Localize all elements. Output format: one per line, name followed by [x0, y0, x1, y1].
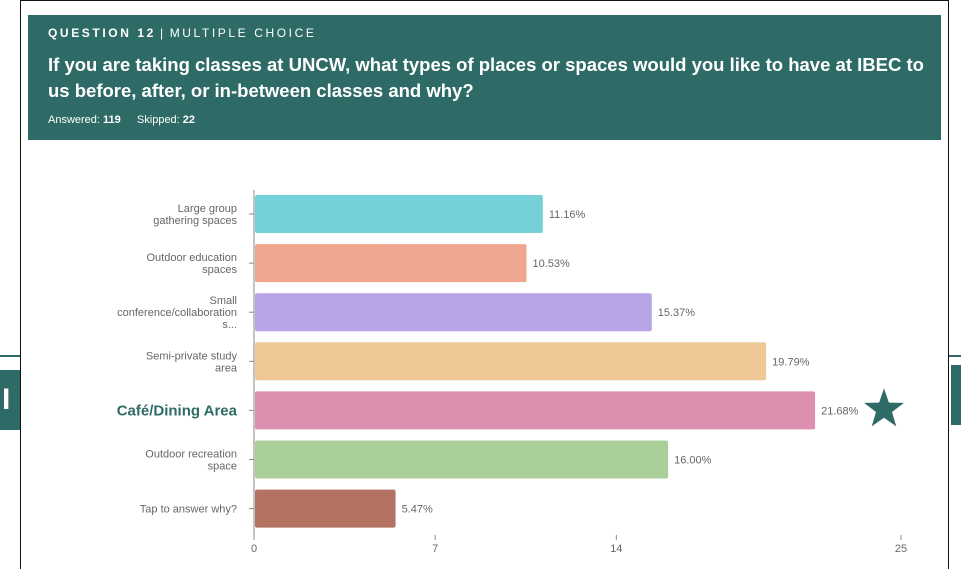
skipped-value: 22 [182, 114, 196, 126]
bar [255, 391, 816, 430]
category-label-line: conference/collaboration [117, 307, 237, 319]
category-label: Outdoor recreation space [145, 449, 237, 473]
bar [255, 195, 543, 233]
category-label-line: gathering spaces [153, 215, 237, 227]
question-number: QUESTION 12 [48, 26, 156, 40]
bar-value-label: 19.79% [772, 356, 810, 368]
category-label-line: Large group [178, 203, 237, 215]
bar [255, 440, 669, 479]
x-tick-label: 14 [610, 543, 622, 555]
x-tick-label: 7 [432, 543, 438, 555]
category-label-line: Outdoor education [146, 252, 237, 264]
x-tick-label: 25 [895, 543, 907, 555]
question-separator: | [159, 26, 166, 40]
category-label-line: Small [209, 295, 237, 307]
star-icon [864, 388, 904, 427]
question-text: If you are taking classes at UNCW, what … [48, 54, 924, 101]
question-header: QUESTION 12 | MULTIPLE CHOICE If you are t… [28, 15, 941, 140]
category-label-line: area [215, 362, 238, 374]
bar-value-label: 5.47% [402, 504, 433, 516]
category-label: Café/Dining Area [117, 402, 238, 419]
answered-label: Answered: [48, 114, 100, 126]
background-left-tab: I [0, 370, 20, 430]
background-right-tab [951, 365, 961, 425]
answered-value: 119 [103, 114, 121, 126]
skipped-label: Skipped: [136, 114, 180, 126]
category-label-line: s... [222, 319, 237, 331]
bar-value-label: 15.37% [658, 307, 696, 319]
category-label-line: Tap to answer why? [140, 504, 237, 516]
background-left-fragment: I [2, 383, 11, 416]
bar-value-label: 21.68% [821, 405, 859, 417]
response-stats: Answered: 119 Skipped: 22 [48, 114, 941, 126]
category-label: Outdoor education spaces [146, 252, 237, 276]
category-label-line: space [208, 461, 237, 473]
question-type: MULTIPLE CHOICE [169, 26, 317, 40]
question-label-row: QUESTION 12 | MULTIPLE CHOICE [48, 26, 941, 40]
bar [255, 244, 527, 283]
category-label: Tap to answer why? [140, 504, 237, 516]
bar-value-label: 11.16% [549, 209, 586, 221]
category-label-line: Café/Dining Area [117, 402, 238, 419]
x-tick-label: 0 [251, 543, 257, 555]
category-label-line: Outdoor recreation [145, 449, 237, 461]
bar [255, 342, 767, 381]
category-label: Semi-private study area [146, 350, 238, 374]
category-label: Large group gathering spaces [153, 203, 237, 227]
category-label-line: spaces [202, 264, 237, 276]
category-label: Small conference/collaboration s... [117, 295, 237, 331]
bar-value-label: 16.00% [674, 455, 712, 467]
bar [255, 489, 396, 528]
category-label-line: Semi-private study [146, 350, 238, 362]
bar [255, 293, 652, 332]
bar-value-label: 10.53% [533, 258, 571, 270]
